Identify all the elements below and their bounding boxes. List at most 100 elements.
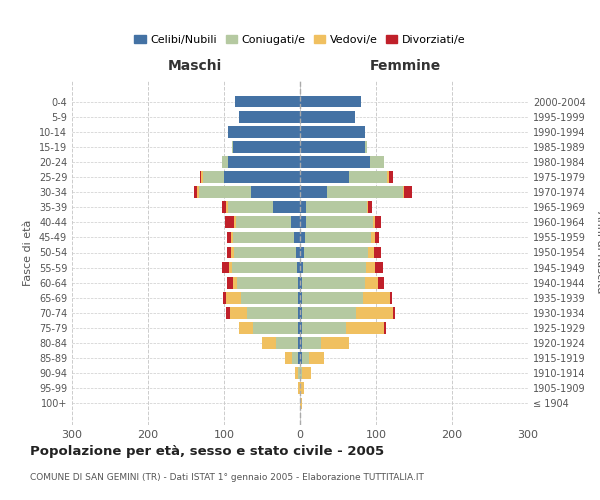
Bar <box>226 292 241 304</box>
Bar <box>234 246 296 258</box>
Bar <box>230 307 247 319</box>
Bar <box>251 186 300 198</box>
Bar <box>365 277 378 288</box>
Bar <box>228 126 300 138</box>
Y-axis label: Anni di nascita: Anni di nascita <box>595 211 600 294</box>
Bar <box>298 368 300 379</box>
Bar <box>389 171 393 183</box>
Bar <box>298 337 300 349</box>
Bar <box>233 232 294 243</box>
Bar <box>300 171 349 183</box>
Text: Popolazione per età, sesso e stato civile - 2005: Popolazione per età, sesso e stato civil… <box>30 445 384 458</box>
Bar <box>378 277 385 288</box>
Bar <box>227 246 231 258</box>
Bar <box>298 352 300 364</box>
Bar <box>203 171 224 183</box>
Bar <box>225 216 234 228</box>
Bar <box>302 307 356 319</box>
Bar <box>302 337 320 349</box>
Bar <box>300 337 302 349</box>
Bar <box>302 277 365 288</box>
Bar <box>223 262 229 274</box>
Bar <box>302 352 309 364</box>
Legend: Celibi/Nubili, Coniugati/e, Vedovi/e, Divorziati/e: Celibi/Nubili, Coniugati/e, Vedovi/e, Di… <box>130 30 470 49</box>
Bar <box>194 186 197 198</box>
Y-axis label: Fasce di età: Fasce di età <box>23 220 33 286</box>
Bar <box>300 126 365 138</box>
Bar <box>300 96 361 108</box>
Bar <box>320 337 349 349</box>
Bar <box>403 186 404 198</box>
Bar <box>389 292 392 304</box>
Bar <box>296 246 300 258</box>
Bar <box>393 307 395 319</box>
Bar <box>368 202 372 213</box>
Bar <box>304 246 368 258</box>
Bar <box>239 322 253 334</box>
Bar <box>300 216 306 228</box>
Bar <box>373 216 375 228</box>
Bar <box>375 216 382 228</box>
Bar <box>300 322 302 334</box>
Bar <box>201 171 203 183</box>
Bar <box>302 322 346 334</box>
Bar <box>298 382 300 394</box>
Text: Maschi: Maschi <box>168 59 222 73</box>
Bar <box>306 202 367 213</box>
Bar <box>303 262 366 274</box>
Bar <box>232 262 297 274</box>
Bar <box>305 232 371 243</box>
Bar <box>371 232 375 243</box>
Bar <box>227 277 233 288</box>
Bar <box>295 368 298 379</box>
Bar <box>223 292 226 304</box>
Bar <box>368 246 374 258</box>
Bar <box>300 307 302 319</box>
Bar <box>253 322 298 334</box>
Bar <box>232 141 233 152</box>
Bar <box>363 292 389 304</box>
Bar <box>235 96 300 108</box>
Bar <box>199 186 251 198</box>
Bar <box>300 246 304 258</box>
Bar <box>300 277 302 288</box>
Bar <box>233 141 300 152</box>
Bar <box>300 232 305 243</box>
Bar <box>274 202 300 213</box>
Bar <box>365 141 367 152</box>
Bar <box>374 246 380 258</box>
Bar <box>326 186 403 198</box>
Bar <box>294 232 300 243</box>
Bar <box>300 156 370 168</box>
Bar <box>302 368 311 379</box>
Bar <box>404 186 412 198</box>
Bar <box>356 307 393 319</box>
Bar <box>200 171 201 183</box>
Bar <box>309 352 325 364</box>
Bar <box>226 307 230 319</box>
Bar <box>298 322 300 334</box>
Bar <box>234 216 236 228</box>
Bar <box>233 277 237 288</box>
Bar <box>300 382 304 394</box>
Bar <box>227 232 231 243</box>
Bar <box>375 232 379 243</box>
Bar <box>222 202 226 213</box>
Bar <box>229 262 232 274</box>
Bar <box>346 322 383 334</box>
Bar <box>300 202 306 213</box>
Bar <box>302 292 363 304</box>
Bar <box>300 262 303 274</box>
Bar <box>300 398 302 409</box>
Bar <box>197 186 199 198</box>
Bar <box>292 352 298 364</box>
Bar <box>237 277 298 288</box>
Bar <box>306 216 373 228</box>
Bar <box>291 216 300 228</box>
Bar <box>241 292 298 304</box>
Bar <box>349 171 388 183</box>
Bar <box>370 156 383 168</box>
Bar <box>300 368 302 379</box>
Bar <box>300 186 326 198</box>
Bar <box>231 232 233 243</box>
